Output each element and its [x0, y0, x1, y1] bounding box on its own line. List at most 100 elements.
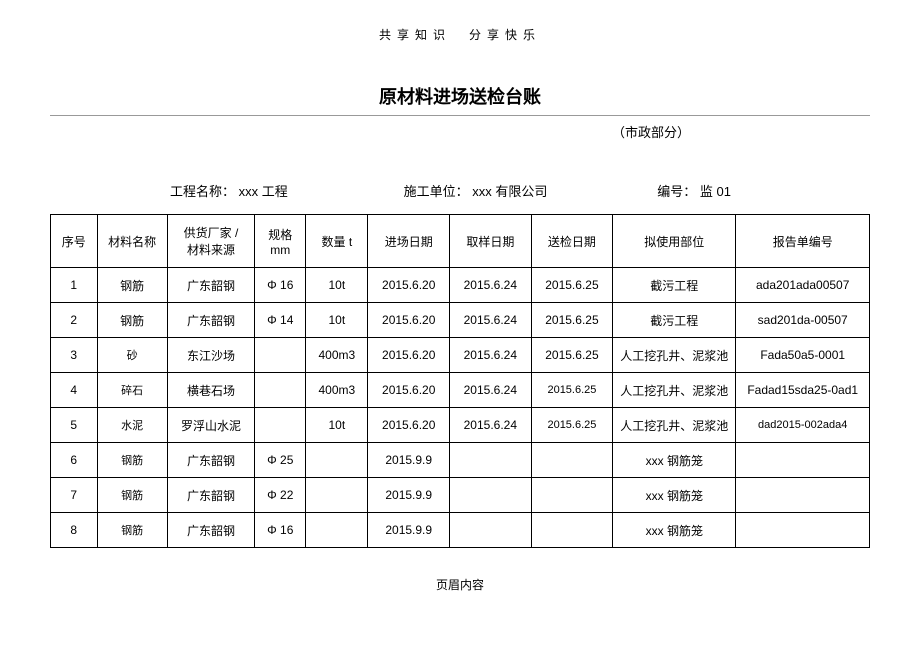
table-cell: 钢筋 [97, 443, 167, 478]
document-subtitle: （市政部分） [50, 122, 870, 181]
table-row: 1钢筋广东韶钢Φ 1610t2015.6.202015.6.242015.6.2… [51, 268, 870, 303]
table-cell [736, 443, 870, 478]
table-row: 4碎石横巷石场400m32015.6.202015.6.242015.6.25人… [51, 373, 870, 408]
table-cell: 钢筋 [97, 268, 167, 303]
table-cell: Φ 25 [255, 443, 306, 478]
table-cell [255, 338, 306, 373]
table-cell: Φ 16 [255, 513, 306, 548]
table-cell: 2015.6.24 [450, 268, 532, 303]
table-cell: 钢筋 [97, 303, 167, 338]
col-header-qty: 数量 t [306, 215, 368, 268]
table-cell: 4 [51, 373, 98, 408]
table-row: 8钢筋广东韶钢Φ 16 2015.9.9 xxx 钢筋笼 [51, 513, 870, 548]
table-cell: 2015.6.20 [368, 303, 450, 338]
table-cell: 水泥 [97, 408, 167, 443]
table-row: 7钢筋广东韶钢Φ 22 2015.9.9 xxx 钢筋笼 [51, 478, 870, 513]
table-row: 5水泥罗浮山水泥10t2015.6.202015.6.242015.6.25人工… [51, 408, 870, 443]
table-cell: 400m3 [306, 373, 368, 408]
table-cell: 人工挖孔井、泥浆池 [613, 338, 736, 373]
col-header-report: 报告单编号 [736, 215, 870, 268]
table-cell: 广东韶钢 [167, 513, 254, 548]
table-cell: 广东韶钢 [167, 268, 254, 303]
table-cell: 截污工程 [613, 268, 736, 303]
col-header-send: 送检日期 [531, 215, 613, 268]
table-cell: 东江沙场 [167, 338, 254, 373]
table-cell: 2015.6.20 [368, 408, 450, 443]
col-header-spec: 规格mm [255, 215, 306, 268]
document-title: 原材料进场送检台账 [50, 83, 870, 115]
table-cell: 2015.6.24 [450, 303, 532, 338]
table-cell: 广东韶钢 [167, 443, 254, 478]
table-cell: 2015.6.25 [531, 373, 613, 408]
company-value: xxx 有限公司 [472, 181, 547, 200]
table-cell: 7 [51, 478, 98, 513]
table-cell: Fada50a5-0001 [736, 338, 870, 373]
materials-table: 序号 材料名称 供货厂家 /材料来源 规格mm 数量 t 进场日期 取样日期 送… [50, 214, 870, 548]
table-cell: 1 [51, 268, 98, 303]
title-underline [50, 115, 870, 116]
table-cell [736, 513, 870, 548]
table-cell: 2015.6.24 [450, 408, 532, 443]
col-header-index: 序号 [51, 215, 98, 268]
col-header-usage: 拟使用部位 [613, 215, 736, 268]
table-cell: 10t [306, 303, 368, 338]
info-line: 工程名称： xxx 工程 施工单位： xxx 有限公司 编号： 监 01 [50, 181, 870, 214]
table-cell [450, 513, 532, 548]
table-cell: 广东韶钢 [167, 303, 254, 338]
table-cell: ada201ada00507 [736, 268, 870, 303]
table-cell: 400m3 [306, 338, 368, 373]
table-cell [531, 443, 613, 478]
table-row: 6钢筋广东韶钢Φ 25 2015.9.9 xxx 钢筋笼 [51, 443, 870, 478]
table-cell: 3 [51, 338, 98, 373]
table-cell: 2015.9.9 [368, 478, 450, 513]
col-header-supplier: 供货厂家 /材料来源 [167, 215, 254, 268]
table-body: 1钢筋广东韶钢Φ 1610t2015.6.202015.6.242015.6.2… [51, 268, 870, 548]
table-cell: 2015.6.25 [531, 408, 613, 443]
table-cell: Fadad15sda25-0ad1 [736, 373, 870, 408]
table-cell: Φ 14 [255, 303, 306, 338]
table-row: 3砂东江沙场400m32015.6.202015.6.242015.6.25人工… [51, 338, 870, 373]
page-header: 共享知识 分享快乐 [50, 20, 870, 83]
table-cell [531, 513, 613, 548]
table-cell: 钢筋 [97, 478, 167, 513]
table-cell: 广东韶钢 [167, 478, 254, 513]
table-cell: 钢筋 [97, 513, 167, 548]
table-cell: 2015.9.9 [368, 513, 450, 548]
table-cell [306, 513, 368, 548]
table-cell: 砂 [97, 338, 167, 373]
col-header-material: 材料名称 [97, 215, 167, 268]
table-cell: 10t [306, 268, 368, 303]
table-cell: xxx 钢筋笼 [613, 478, 736, 513]
project-label: 工程名称： [170, 181, 235, 200]
table-cell [531, 478, 613, 513]
table-cell: 2015.6.24 [450, 373, 532, 408]
table-cell: 2015.6.25 [531, 303, 613, 338]
table-cell [306, 443, 368, 478]
table-cell [306, 478, 368, 513]
table-cell [450, 443, 532, 478]
number-label: 编号： [657, 181, 696, 200]
table-cell: xxx 钢筋笼 [613, 443, 736, 478]
table-cell: 8 [51, 513, 98, 548]
col-header-enter: 进场日期 [368, 215, 450, 268]
table-cell: 碎石 [97, 373, 167, 408]
table-cell: 2015.6.20 [368, 268, 450, 303]
table-cell: 10t [306, 408, 368, 443]
table-cell: 2015.9.9 [368, 443, 450, 478]
page-footer: 页眉内容 [50, 548, 870, 593]
table-cell: 2015.6.25 [531, 268, 613, 303]
table-cell: Φ 22 [255, 478, 306, 513]
table-cell [255, 373, 306, 408]
table-cell: 6 [51, 443, 98, 478]
table-cell: 截污工程 [613, 303, 736, 338]
table-cell: 横巷石场 [167, 373, 254, 408]
table-cell: sad201da-00507 [736, 303, 870, 338]
table-cell: dad2015-002ada4 [736, 408, 870, 443]
project-value: xxx 工程 [239, 181, 288, 200]
table-cell [255, 408, 306, 443]
table-row: 2钢筋广东韶钢Φ 1410t2015.6.202015.6.242015.6.2… [51, 303, 870, 338]
table-cell: 罗浮山水泥 [167, 408, 254, 443]
col-header-sample: 取样日期 [450, 215, 532, 268]
table-cell: xxx 钢筋笼 [613, 513, 736, 548]
table-cell: Φ 16 [255, 268, 306, 303]
